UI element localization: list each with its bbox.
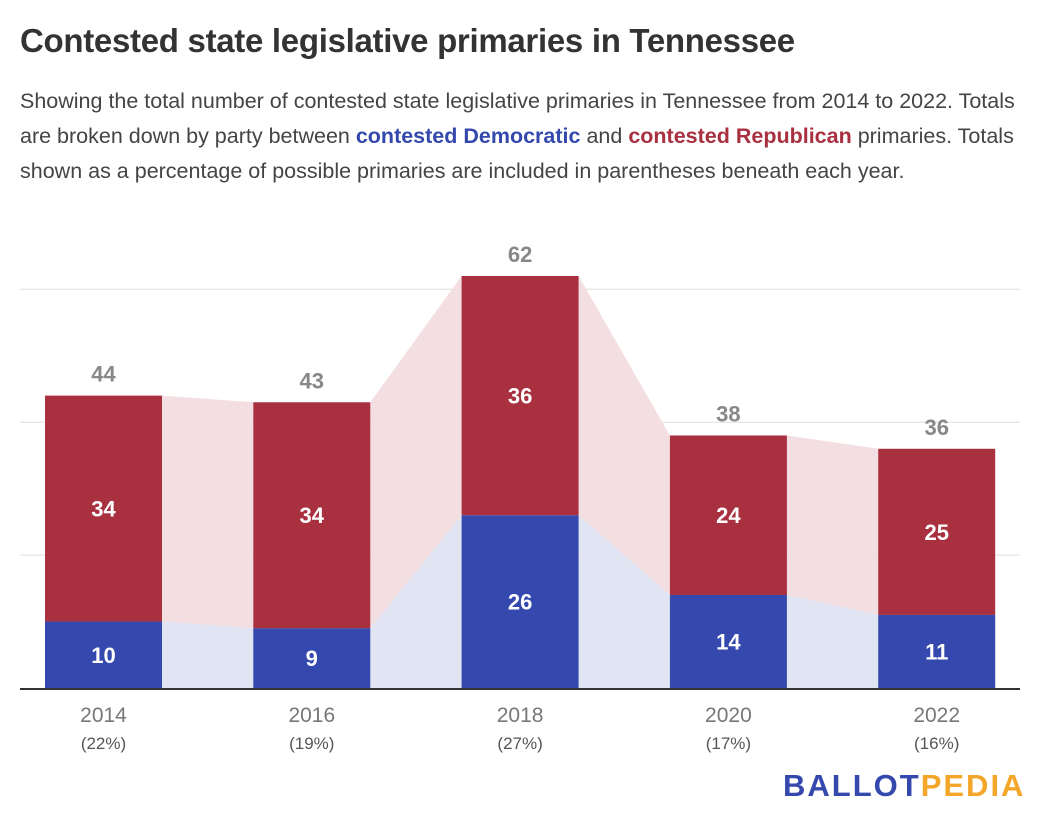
ballotpedia-logo: BALLOTPEDIA — [783, 768, 1026, 803]
dem-connector-area — [162, 621, 254, 688]
x-tick-label: 2022 — [913, 704, 960, 727]
total-label: 43 — [300, 368, 324, 393]
dem-value-label: 14 — [716, 629, 741, 654]
dem-value-label: 10 — [91, 643, 115, 668]
total-label: 62 — [508, 242, 532, 267]
rep-connector-area — [370, 276, 462, 629]
rep-legend-label: contested Republican — [628, 124, 852, 148]
percent-label: (17%) — [706, 734, 751, 753]
percent-label: (22%) — [81, 734, 126, 753]
dem-value-label: 9 — [306, 646, 318, 671]
rep-value-label: 36 — [508, 384, 532, 409]
total-label: 44 — [91, 362, 116, 387]
rep-value-label: 34 — [300, 503, 325, 528]
dem-bar — [669, 594, 787, 688]
x-tick-label: 2016 — [288, 704, 335, 727]
dem-bar — [461, 515, 579, 688]
dem-bar — [878, 614, 996, 688]
rep-value-label: 34 — [91, 497, 116, 522]
dem-bar — [253, 628, 371, 688]
dem-connector-area — [578, 515, 670, 688]
dem-value-label: 26 — [508, 590, 532, 615]
x-tick-label: 2020 — [705, 704, 752, 727]
chart-title: Contested state legislative primaries in… — [20, 22, 795, 59]
percent-label: (16%) — [914, 734, 959, 753]
rep-bar — [878, 448, 996, 615]
rep-bar — [45, 395, 162, 622]
percent-label: (19%) — [289, 734, 334, 753]
x-tick-label: 2014 — [80, 704, 127, 727]
chart-subtitle: Showing the total number of contested st… — [20, 89, 1015, 183]
rep-value-label: 24 — [716, 503, 741, 528]
dem-bar — [45, 621, 162, 688]
total-label: 36 — [924, 415, 948, 440]
dem-value-label: 11 — [925, 639, 948, 664]
dem-connector-area — [370, 515, 462, 688]
percent-label: (27%) — [497, 734, 542, 753]
rep-bar — [669, 435, 787, 595]
rep-bar — [253, 402, 371, 629]
rep-bar — [461, 276, 579, 516]
total-label: 38 — [716, 401, 740, 426]
rep-connector-area — [786, 435, 879, 615]
rep-connector-area — [162, 395, 254, 629]
dem-legend-label: contested Democratic — [355, 124, 581, 148]
x-tick-label: 2018 — [497, 704, 544, 727]
dem-connector-area — [786, 594, 879, 688]
rep-value-label: 25 — [924, 520, 948, 545]
rep-connector-area — [578, 276, 670, 595]
